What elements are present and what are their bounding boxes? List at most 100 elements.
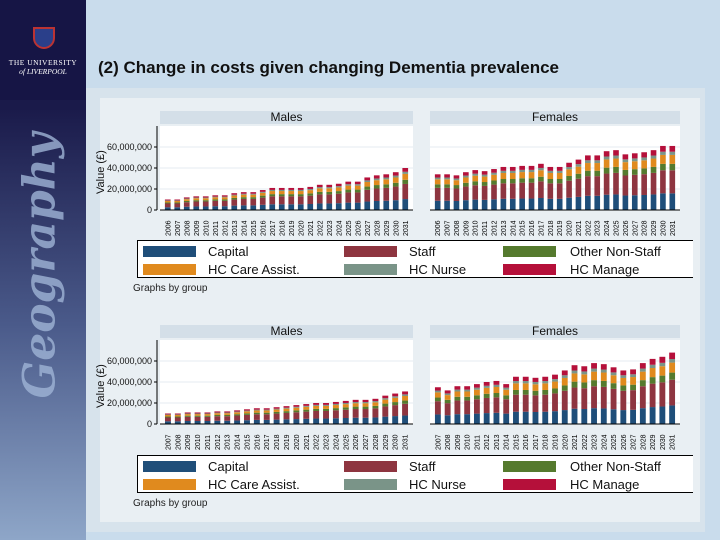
bar-segment-other-non-staff	[620, 385, 627, 391]
bar-segment-hc-manage	[250, 192, 257, 194]
x-tick-label: 2026	[355, 220, 362, 236]
bar-segment-capital	[354, 202, 361, 210]
bar-segment-hc-nurse	[250, 193, 257, 195]
bar-segment-staff	[444, 187, 450, 201]
bar-segment-hc-manage	[263, 408, 270, 410]
x-tick-label: 2025	[614, 220, 621, 236]
bar-segment-hc-manage	[500, 166, 507, 171]
x-tick-label: 2008	[445, 434, 452, 450]
bar-segment-hc-manage	[561, 370, 568, 376]
panel-title: Females	[430, 111, 680, 124]
bar-segment-staff	[509, 183, 516, 199]
bar-segment-hc-manage	[444, 174, 450, 178]
bar-segment-hc-care-assist-	[481, 176, 488, 183]
bar-segment-hc-nurse	[547, 170, 554, 173]
legend-label: Other Non-Staff	[570, 244, 661, 259]
x-tick-label: 2024	[604, 220, 611, 236]
bar-segment-hc-manage	[183, 197, 190, 199]
bar-segment-capital	[164, 207, 171, 210]
bar-segment-capital	[323, 418, 329, 424]
bar-segment-capital	[503, 413, 510, 424]
bar-segment-other-non-staff	[669, 163, 676, 171]
bar-segment-capital	[509, 198, 516, 210]
bar-segment-staff	[224, 416, 231, 421]
bar-segment-hc-manage	[481, 171, 488, 175]
bar-segment-capital	[547, 198, 554, 210]
bar-segment-hc-manage	[316, 184, 323, 188]
x-tick-label: 2031	[670, 220, 677, 236]
bar-segment-hc-nurse	[278, 189, 285, 192]
bar-segment-other-non-staff	[269, 194, 276, 197]
bar-segment-hc-nurse	[500, 170, 507, 173]
bar-segment-capital	[342, 417, 349, 424]
bar-segment-capital	[244, 420, 250, 424]
bar-segment-staff	[594, 176, 601, 196]
bar-segment-other-non-staff	[352, 406, 359, 410]
bar-segment-hc-manage	[660, 145, 666, 152]
x-tick-label: 2019	[553, 434, 560, 450]
bar-segment-hc-care-assist-	[313, 405, 320, 409]
bar-segment-other-non-staff	[434, 397, 441, 402]
bar-segment-staff	[234, 415, 241, 421]
bar-segment-capital	[538, 197, 544, 210]
bar-segment-hc-nurse	[392, 175, 399, 178]
bar-segment-hc-care-assist-	[600, 372, 607, 381]
bar-segment-hc-nurse	[326, 187, 333, 189]
bar-segment-other-non-staff	[244, 413, 250, 415]
bar-segment-hc-nurse	[660, 151, 666, 155]
x-tick-label: 2024	[601, 434, 608, 450]
bar-segment-other-non-staff	[519, 178, 525, 183]
bar-segment-hc-care-assist-	[650, 158, 657, 167]
bar-segment-hc-care-assist-	[204, 414, 211, 416]
bar-segment-capital	[373, 200, 380, 210]
bar-segment-hc-care-assist-	[392, 177, 399, 183]
x-tick-label: 2027	[632, 220, 639, 236]
bar-segment-hc-manage	[454, 386, 461, 390]
bar-segment-hc-manage	[204, 412, 211, 414]
x-tick-label: 2015	[513, 434, 520, 450]
bar-segment-staff	[630, 390, 637, 410]
bar-segment-other-non-staff	[641, 168, 647, 175]
legend-swatch	[344, 461, 397, 472]
bar-segment-other-non-staff	[250, 197, 257, 199]
bar-segment-hc-care-assist-	[649, 368, 656, 378]
bar-segment-hc-manage	[639, 363, 646, 369]
bar-segment-hc-nurse	[382, 398, 389, 400]
bar-segment-capital	[402, 415, 409, 424]
bar-segment-capital	[263, 419, 270, 424]
bar-segment-hc-care-assist-	[483, 387, 490, 394]
bar-segment-hc-nurse	[561, 375, 568, 378]
bar-segment-hc-manage	[538, 163, 544, 168]
bar-segment-hc-nurse	[221, 196, 228, 198]
bar-segment-hc-nurse	[585, 160, 591, 164]
bar-segment-hc-nurse	[519, 169, 525, 173]
bar-segment-hc-manage	[591, 363, 597, 369]
bar-segment-staff	[202, 201, 209, 207]
bar-segment-hc-nurse	[649, 364, 656, 369]
bar-segment-hc-nurse	[193, 197, 200, 199]
x-tick-label: 2025	[611, 434, 618, 450]
bar-segment-staff	[259, 197, 266, 205]
bar-segment-hc-nurse	[600, 369, 607, 373]
x-tick-label: 2007	[435, 434, 442, 450]
x-tick-label: 2009	[194, 220, 201, 236]
bar-segment-staff	[303, 411, 310, 419]
bar-segment-hc-manage	[364, 177, 371, 181]
bar-segment-hc-nurse	[231, 194, 238, 196]
bar-segment-staff	[283, 412, 290, 420]
bar-segment-other-non-staff	[464, 396, 471, 401]
bar-segment-hc-manage	[194, 412, 201, 414]
bar-segment-other-non-staff	[472, 181, 479, 186]
bar-segment-hc-manage	[382, 395, 389, 399]
bar-segment-staff	[556, 183, 563, 199]
bar-segment-capital	[613, 194, 619, 210]
bar-segment-hc-nurse	[204, 413, 211, 415]
x-tick-label: 2016	[260, 220, 267, 236]
bar-segment-capital	[402, 199, 409, 210]
bar-segment-hc-nurse	[669, 151, 676, 155]
x-tick-label: 2010	[473, 220, 480, 236]
bar-segment-staff	[383, 187, 390, 201]
bar-segment-other-non-staff	[613, 166, 619, 173]
bar-segment-hc-nurse	[164, 414, 171, 415]
bar-segment-capital	[444, 415, 451, 424]
